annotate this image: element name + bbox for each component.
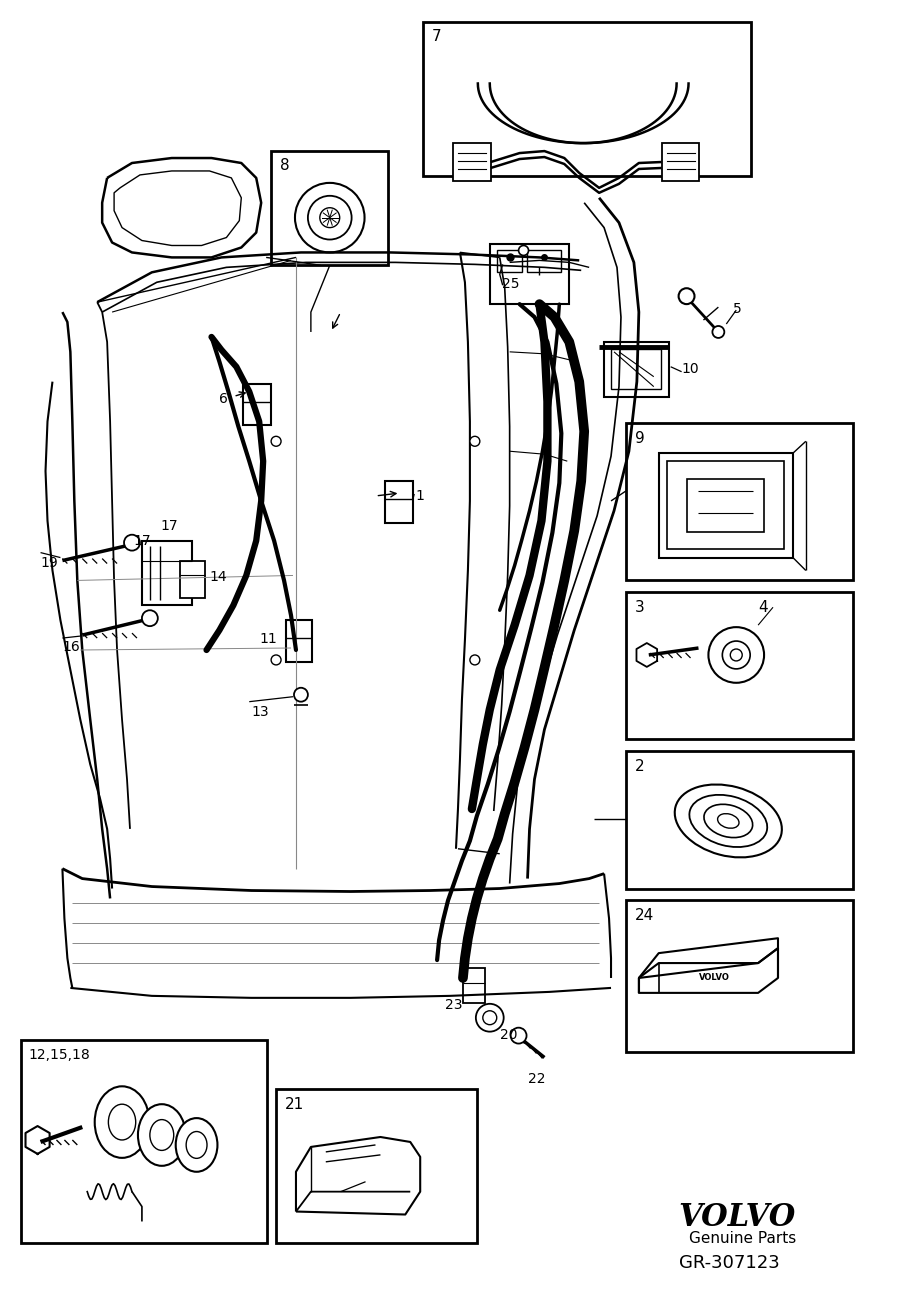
Text: 17: 17 — [161, 518, 178, 533]
Ellipse shape — [138, 1104, 186, 1165]
Text: 11: 11 — [259, 633, 277, 646]
Circle shape — [294, 687, 308, 701]
Circle shape — [142, 611, 158, 626]
Bar — [142, 540, 191, 605]
Circle shape — [730, 650, 742, 661]
Ellipse shape — [95, 1086, 149, 1157]
Circle shape — [679, 288, 695, 304]
Text: 24: 24 — [635, 908, 654, 924]
Text: VOLVO: VOLVO — [679, 1202, 796, 1233]
Ellipse shape — [689, 795, 767, 847]
Circle shape — [511, 1028, 526, 1043]
Bar — [286, 620, 312, 662]
Text: VOLVO: VOLVO — [699, 973, 729, 982]
Bar — [687, 479, 764, 531]
Bar — [21, 1039, 267, 1243]
Text: 1: 1 — [415, 488, 424, 503]
Text: 22: 22 — [527, 1073, 545, 1086]
Text: 9: 9 — [635, 431, 645, 447]
Ellipse shape — [149, 1120, 174, 1151]
Bar — [179, 561, 205, 599]
Bar — [276, 1090, 477, 1243]
Ellipse shape — [109, 1104, 136, 1141]
Bar — [604, 342, 669, 396]
Circle shape — [712, 326, 724, 338]
Bar — [385, 481, 413, 522]
Text: 23: 23 — [445, 998, 463, 1012]
Ellipse shape — [704, 804, 753, 838]
Text: 16: 16 — [63, 640, 80, 655]
Circle shape — [518, 246, 528, 256]
Bar — [626, 900, 853, 1051]
Text: 4: 4 — [758, 600, 767, 616]
Bar — [667, 461, 784, 548]
Text: 10: 10 — [681, 362, 699, 375]
Text: 19: 19 — [41, 556, 58, 569]
Bar — [271, 151, 389, 265]
Ellipse shape — [675, 785, 782, 857]
Circle shape — [722, 640, 750, 669]
Bar — [423, 22, 751, 175]
Text: 12,15,18: 12,15,18 — [29, 1047, 91, 1061]
Circle shape — [708, 627, 764, 683]
Text: GR-307123: GR-307123 — [679, 1255, 779, 1272]
Text: 3: 3 — [635, 600, 645, 616]
Text: 17: 17 — [133, 534, 150, 548]
Bar — [661, 143, 699, 181]
Bar — [626, 751, 853, 889]
Text: 6: 6 — [219, 391, 228, 405]
Bar — [626, 592, 853, 739]
Ellipse shape — [718, 813, 739, 829]
Circle shape — [308, 196, 352, 239]
Circle shape — [470, 655, 480, 665]
Circle shape — [320, 208, 340, 227]
Ellipse shape — [186, 1131, 207, 1159]
Bar — [659, 453, 793, 557]
Text: 2: 2 — [635, 760, 644, 774]
Bar — [453, 143, 491, 181]
Text: 21: 21 — [285, 1098, 304, 1112]
Circle shape — [271, 436, 281, 447]
Bar — [490, 244, 569, 304]
Bar — [244, 383, 271, 425]
Text: Genuine Parts: Genuine Parts — [689, 1231, 795, 1247]
Bar — [626, 423, 853, 581]
Text: 8: 8 — [280, 158, 290, 173]
Text: 25: 25 — [502, 277, 519, 291]
Bar — [496, 251, 522, 273]
Circle shape — [483, 1011, 496, 1025]
Circle shape — [470, 436, 480, 447]
Circle shape — [271, 655, 281, 665]
Bar — [611, 349, 660, 388]
Text: 7: 7 — [432, 29, 442, 44]
Ellipse shape — [176, 1118, 217, 1172]
Text: 5: 5 — [733, 303, 742, 316]
Circle shape — [124, 535, 140, 551]
Circle shape — [295, 183, 364, 252]
Bar — [463, 968, 485, 1003]
Text: 20: 20 — [500, 1028, 517, 1042]
Text: 14: 14 — [209, 570, 227, 585]
Text: 13: 13 — [251, 704, 269, 718]
Bar — [526, 251, 562, 273]
Circle shape — [476, 1004, 504, 1031]
